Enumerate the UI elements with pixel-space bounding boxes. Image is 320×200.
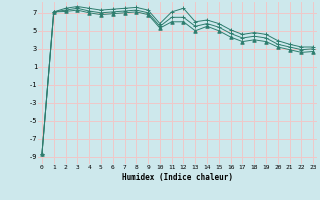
X-axis label: Humidex (Indice chaleur): Humidex (Indice chaleur)	[122, 173, 233, 182]
